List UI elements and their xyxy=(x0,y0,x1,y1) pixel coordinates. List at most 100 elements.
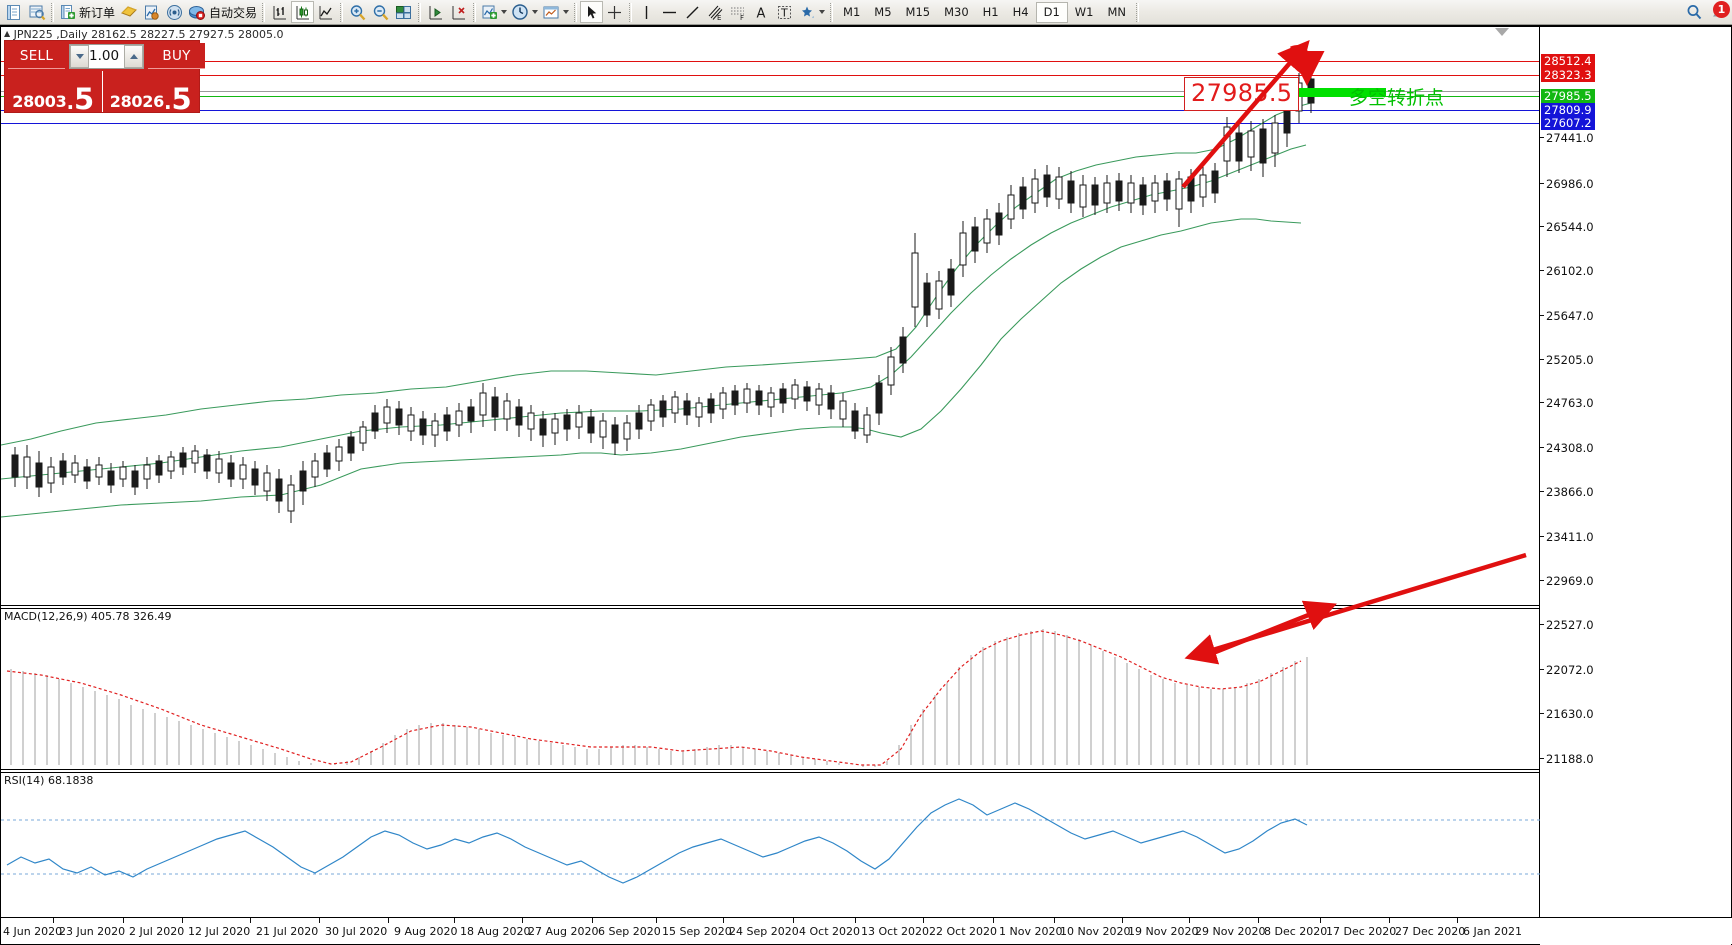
chevron-down-icon[interactable] xyxy=(532,10,539,14)
time-tick-15: 1 Nov 2020 xyxy=(999,925,1063,938)
time-tick-7: 18 Aug 2020 xyxy=(460,925,531,938)
zoom-out-icon[interactable] xyxy=(369,1,392,23)
new-chart-icon[interactable] xyxy=(2,1,25,23)
text-box-icon[interactable]: T xyxy=(773,1,796,23)
timeframe-h1[interactable]: H1 xyxy=(982,5,999,19)
time-sep xyxy=(1189,918,1190,923)
price-tick-24308: 24308.0 xyxy=(1540,441,1594,455)
sell-label[interactable]: SELL xyxy=(8,43,65,69)
price-scale[interactable]: 28512.4 28323.3 27985.5 27809.9 27607.2 … xyxy=(1539,27,1731,945)
one-click-trading-panel[interactable]: SELL 1.00 BUY 28003 . 5 28026 . 5 xyxy=(4,40,206,117)
auto-scroll-icon[interactable] xyxy=(447,1,470,23)
time-tick-18: 29 Nov 2020 xyxy=(1195,925,1266,938)
time-sep xyxy=(1389,918,1390,923)
vertical-line-icon[interactable] xyxy=(635,1,658,23)
broadcast-icon[interactable] xyxy=(163,1,186,23)
main-toolbar: 新订单 xyxy=(0,0,1732,25)
candlestick-series xyxy=(11,71,1315,523)
time-sep xyxy=(250,918,251,923)
time-tick-13: 13 Oct 2020 xyxy=(861,925,930,938)
time-sep xyxy=(182,918,183,923)
time-tick-3: 12 Jul 2020 xyxy=(188,925,251,938)
volume-stepper[interactable]: 1.00 xyxy=(69,43,145,69)
text-label-icon[interactable]: A xyxy=(750,1,773,23)
sell-price-last: 5 xyxy=(74,82,95,117)
timeframe-w1[interactable]: W1 xyxy=(1074,5,1094,19)
time-tick-17: 19 Nov 2020 xyxy=(1128,925,1199,938)
templates-icon[interactable] xyxy=(540,1,571,23)
buy-label[interactable]: BUY xyxy=(148,43,206,69)
sell-price-main: 28003 xyxy=(12,92,67,111)
price-tick-22072: 22072.0 xyxy=(1540,663,1594,677)
chart-window[interactable]: ▲ JPN225 ,Daily 28162.5 28227.5 27927.5 … xyxy=(0,25,1732,945)
timeframe-d1[interactable]: D1 xyxy=(1035,1,1068,23)
equidistant-channel-icon[interactable]: E xyxy=(704,1,727,23)
chart-collapse-arrow-icon[interactable] xyxy=(1495,28,1509,36)
time-sep xyxy=(522,918,523,923)
trendline-icon[interactable] xyxy=(681,1,704,23)
volume-increase-button[interactable] xyxy=(124,44,144,68)
timeframe-h4[interactable]: H4 xyxy=(1012,5,1029,19)
time-sep xyxy=(723,918,724,923)
toolbar-separator xyxy=(830,2,834,22)
new-order-button[interactable]: 新订单 xyxy=(57,1,117,23)
timeframe-m30[interactable]: M30 xyxy=(944,5,969,19)
autotrading-button[interactable]: 自动交易 xyxy=(186,1,259,23)
chevron-down-icon[interactable] xyxy=(501,10,508,14)
macd-down-arrow xyxy=(1184,552,1527,665)
signals-icon[interactable] xyxy=(140,1,163,23)
toolbar-separator xyxy=(629,2,633,22)
new-order-label: 新订单 xyxy=(79,5,116,20)
horizontal-line-icon[interactable] xyxy=(658,1,681,23)
period-separator-icon[interactable] xyxy=(509,1,540,23)
time-scale[interactable]: 4 Jun 2020 23 Jun 2020 2 Jul 2020 12 Jul… xyxy=(1,917,1732,944)
zoom-in-icon[interactable] xyxy=(346,1,369,23)
buy-price-main: 28026 xyxy=(109,92,164,111)
level-line-28512 xyxy=(1,61,1541,62)
chevron-down-icon[interactable] xyxy=(563,10,570,14)
time-tick-9: 6 Sep 2020 xyxy=(598,925,661,938)
sell-price-button[interactable]: 28003 . 5 xyxy=(5,71,103,117)
cursor-icon[interactable] xyxy=(580,1,604,23)
market-watch-icon[interactable] xyxy=(25,1,48,23)
time-tick-12: 4 Oct 2020 xyxy=(799,925,861,938)
autotrading-label: 自动交易 xyxy=(209,5,258,20)
timeframe-m15[interactable]: M15 xyxy=(905,5,931,19)
shapes-icon[interactable] xyxy=(796,1,827,23)
time-sep xyxy=(793,918,794,923)
toolbar-separator xyxy=(473,2,477,22)
timeframe-m5[interactable]: M5 xyxy=(874,5,892,19)
line-chart-icon[interactable] xyxy=(314,1,337,23)
timeframe-mn[interactable]: MN xyxy=(1107,5,1126,19)
volume-value[interactable]: 1.00 xyxy=(89,44,125,68)
chart-shift-icon[interactable] xyxy=(424,1,447,23)
chart-title-text: JPN225 ,Daily 28162.5 28227.5 27927.5 28… xyxy=(13,28,284,41)
level-line-28323 xyxy=(1,75,1541,76)
time-tick-0: 4 Jun 2020 xyxy=(3,925,63,938)
toolbar-separator xyxy=(340,2,344,22)
tile-windows-icon[interactable] xyxy=(392,1,415,23)
rsi-panel-separator xyxy=(1,769,1541,770)
add-indicator-icon[interactable] xyxy=(479,1,509,23)
time-sep xyxy=(923,918,924,923)
buy-price-button[interactable]: 28026 . 5 xyxy=(103,71,200,114)
candlestick-chart-icon[interactable] xyxy=(291,1,315,23)
fibonacci-icon[interactable]: F xyxy=(727,1,750,23)
drawn-arrows-layer xyxy=(1181,39,1527,665)
notification-bell-icon[interactable]: 1 xyxy=(1706,1,1730,23)
mql-community-icon[interactable] xyxy=(117,1,140,23)
search-icon[interactable] xyxy=(1683,1,1706,23)
svg-text:F: F xyxy=(740,14,744,21)
rsi-panel-separator-2 xyxy=(1,772,1541,773)
reversal-arrow xyxy=(1289,45,1325,86)
price-tick-26544: 26544.0 xyxy=(1540,220,1594,234)
price-tag-27985: 27985.5 xyxy=(1541,89,1595,103)
crosshair-icon[interactable] xyxy=(603,1,626,23)
time-tick-6: 9 Aug 2020 xyxy=(394,925,458,938)
chevron-down-icon[interactable] xyxy=(819,10,826,14)
time-sep xyxy=(1258,918,1259,923)
time-tick-14: 22 Oct 2020 xyxy=(929,925,998,938)
timeframe-m1[interactable]: M1 xyxy=(843,5,861,19)
volume-decrease-button[interactable] xyxy=(70,44,89,68)
bar-chart-icon[interactable] xyxy=(268,1,291,23)
